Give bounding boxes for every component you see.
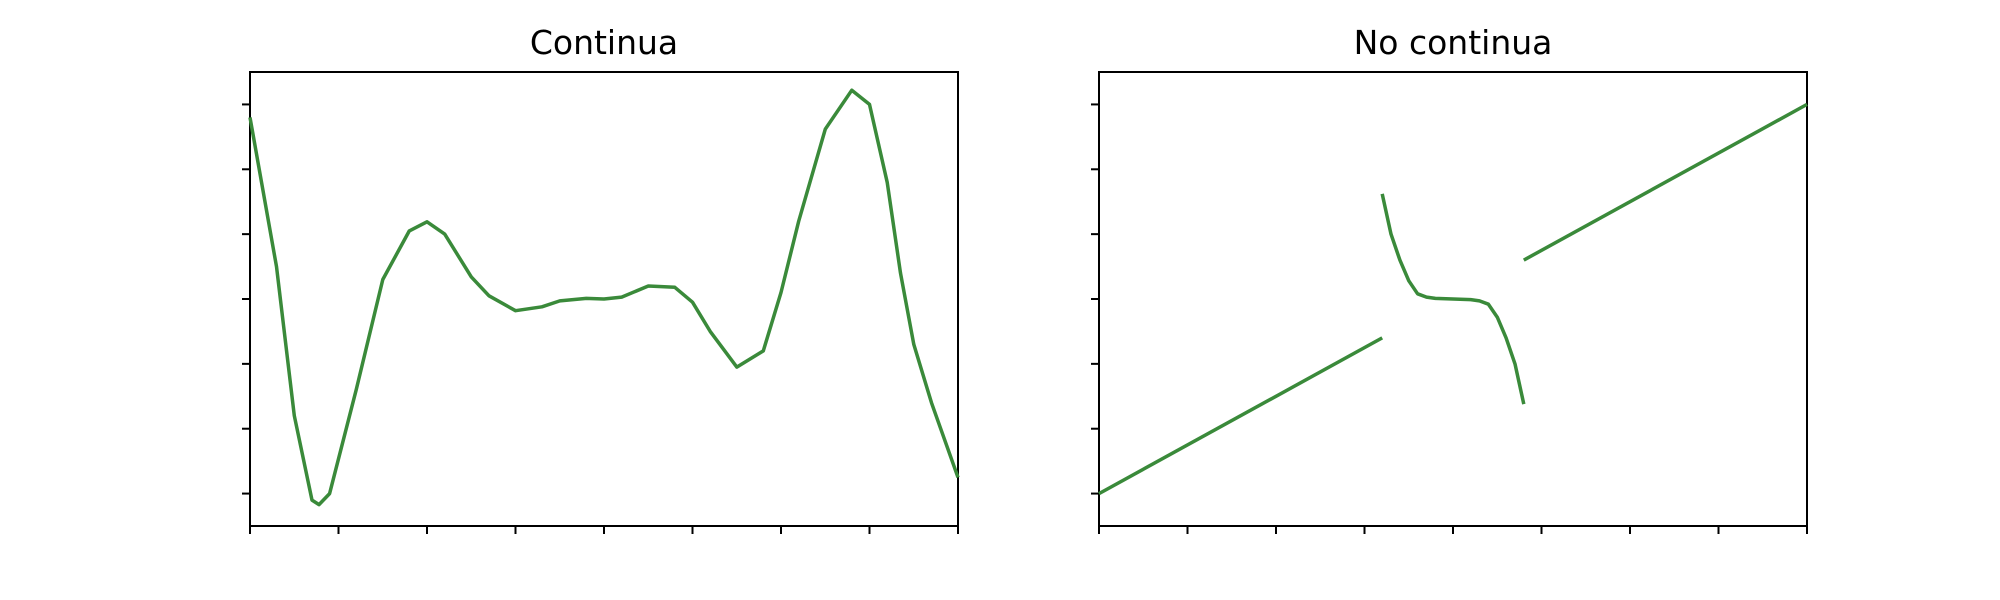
series-no-continua (1098, 102, 1808, 496)
series-line-segment-1 (1380, 193, 1526, 405)
subplot-no-continua: No continua (1091, 23, 1808, 534)
series-line-segment-0 (1098, 336, 1384, 496)
x-ticks-continua (249, 526, 959, 534)
series-line-segment-2 (1522, 102, 1808, 262)
y-ticks-no-continua (1091, 103, 1099, 495)
subplot-continua: Continua (242, 23, 960, 534)
chart-title-continua: Continua (530, 23, 678, 62)
series-continua (248, 88, 960, 507)
y-ticks-continua (242, 103, 250, 495)
chart-title-no-continua: No continua (1354, 23, 1553, 62)
series-line-segment-0 (248, 88, 960, 507)
x-ticks-no-continua (1098, 526, 1808, 534)
